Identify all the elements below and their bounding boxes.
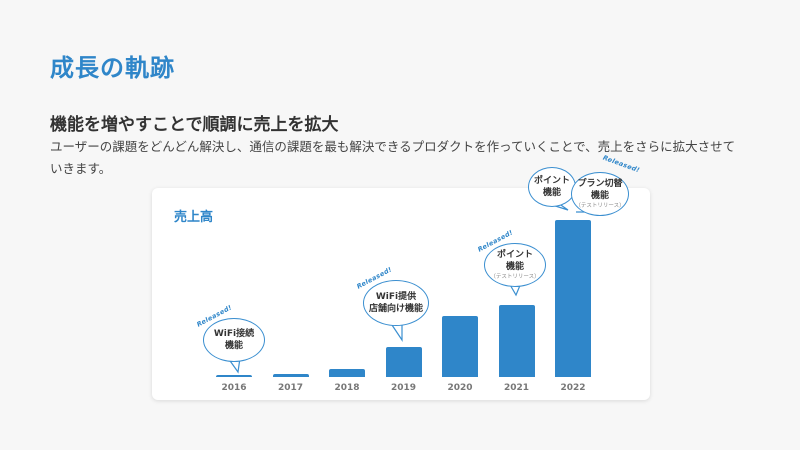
bar-2018 <box>329 369 365 377</box>
page-title: 成長の軌跡 <box>50 54 175 82</box>
feature-callout-2021: ポイント 機能 （テストリリース） <box>484 243 546 287</box>
feature-callout-2016: WiFi接続 機能 <box>203 318 265 362</box>
feature-callout-2019: WiFi提供 店舗向け機能 <box>363 280 429 326</box>
bar-2022 <box>555 220 591 377</box>
callout-line1: ポイント <box>533 176 570 186</box>
feature-callout-2022: ポイント 機能 <box>528 167 576 207</box>
callout-line2: 店舗向け機能 <box>368 304 423 314</box>
x-tick-label-2017: 2017 <box>277 383 304 393</box>
callout-line2: 機能 <box>590 190 609 201</box>
x-tick-label-2021: 2021 <box>503 383 530 393</box>
feature-callout-2022: プラン切替 機能 （テストリリース） <box>571 172 629 216</box>
page-description: ユーザーの課題をどんどん解決し、通信の課題を最も解決できるプロダクトを作っていく… <box>50 139 736 176</box>
x-tick-label-2018: 2018 <box>334 383 360 393</box>
callout-line1: WiFi提供 <box>375 292 417 302</box>
callout-line2: 機能 <box>505 261 524 272</box>
bar-2017 <box>272 373 309 377</box>
x-tick-label-2022: 2022 <box>560 383 586 393</box>
callout-line2: 機能 <box>542 188 561 198</box>
callout-line1: ポイント <box>496 249 533 260</box>
page-subtitle: 機能を増やすことで順調に売上を拡大 <box>50 115 339 135</box>
callout-line3: （テストリリース） <box>490 273 540 280</box>
callout-line1: WiFi接続 <box>213 329 255 339</box>
x-tick-label-2016: 2016 <box>221 383 247 393</box>
x-tick-label-2020: 2020 <box>447 383 473 393</box>
bar-2019 <box>385 346 422 377</box>
callout-line3: （テストリリース） <box>575 202 625 209</box>
bar-2016 <box>216 375 252 377</box>
callout-line1: プラン切替 <box>577 178 623 189</box>
bar-2021 <box>498 305 535 377</box>
chart-title: 売上高 <box>174 210 214 225</box>
callout-line2: 機能 <box>224 341 243 351</box>
x-tick-label-2019: 2019 <box>390 383 417 393</box>
bar-2020 <box>442 316 478 377</box>
